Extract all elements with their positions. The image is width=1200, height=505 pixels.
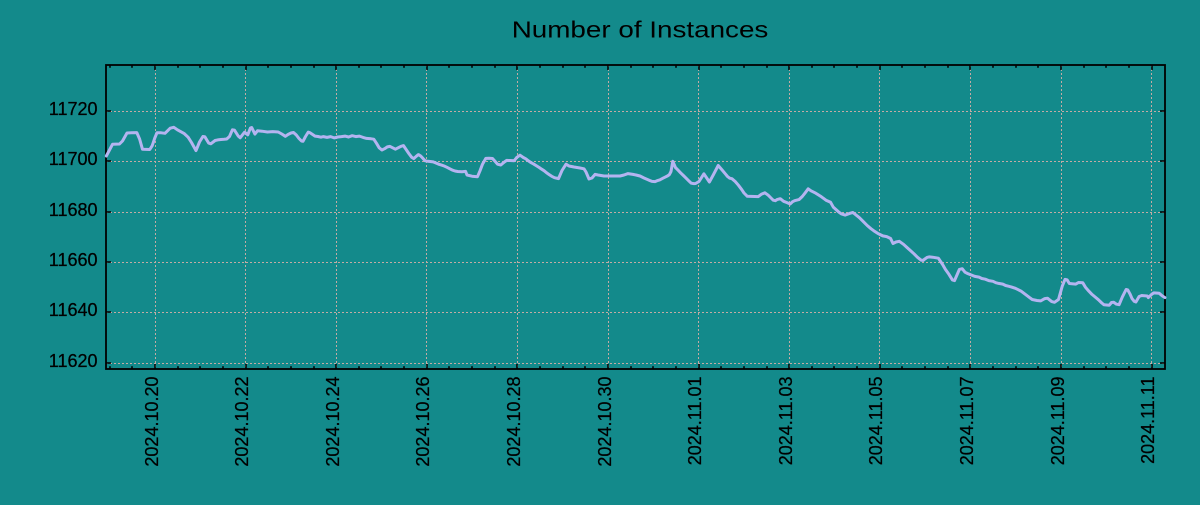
svg-text:2024.10.22: 2024.10.22 <box>232 377 252 467</box>
svg-text:2024.10.20: 2024.10.20 <box>142 377 162 467</box>
svg-text:11660: 11660 <box>49 250 98 270</box>
svg-text:2024.11.09: 2024.11.09 <box>1048 377 1068 466</box>
svg-text:2024.10.28: 2024.10.28 <box>504 377 524 467</box>
svg-text:11720: 11720 <box>49 99 98 119</box>
svg-text:11700: 11700 <box>49 149 98 169</box>
svg-text:2024.11.07: 2024.11.07 <box>957 377 977 466</box>
svg-text:2024.11.05: 2024.11.05 <box>866 377 886 466</box>
svg-text:11640: 11640 <box>49 300 98 320</box>
svg-text:2024.11.03: 2024.11.03 <box>776 377 796 466</box>
svg-text:2024.11.11: 2024.11.11 <box>1138 377 1158 464</box>
svg-text:2024.10.24: 2024.10.24 <box>323 377 343 467</box>
svg-text:Number of Instances: Number of Instances <box>512 18 769 43</box>
svg-text:11680: 11680 <box>49 200 98 220</box>
svg-text:11620: 11620 <box>49 351 98 371</box>
svg-text:2024.10.26: 2024.10.26 <box>413 377 433 467</box>
svg-text:2024.10.30: 2024.10.30 <box>595 377 615 467</box>
svg-text:2024.11.01: 2024.11.01 <box>685 377 705 466</box>
